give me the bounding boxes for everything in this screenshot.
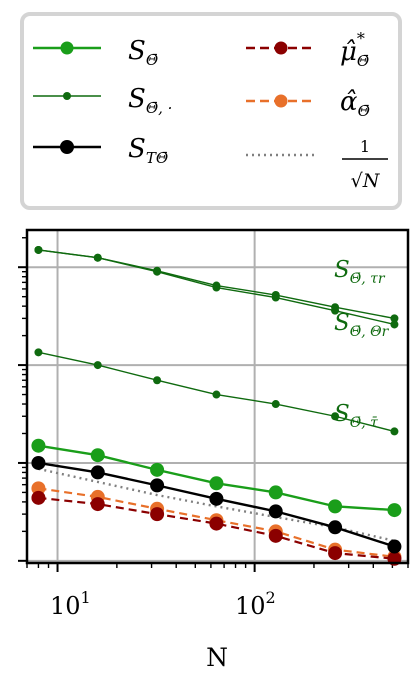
legend-label-base: S [128, 36, 146, 66]
data-point [31, 455, 46, 470]
legend-swatch-marker [63, 92, 71, 100]
data-point [150, 478, 165, 493]
data-point [153, 267, 162, 276]
legend-label-sup: * [357, 29, 365, 48]
annotation-sub: Θ̄, Θr [350, 324, 390, 340]
legend-swatch-marker [60, 140, 74, 154]
data-point [268, 504, 283, 519]
annotation-s-theta-tau-bar: SΘ̄, τ̄ [334, 401, 378, 431]
series-layer [31, 245, 402, 566]
data-point [34, 348, 43, 357]
data-point [328, 499, 343, 514]
data-point [328, 520, 343, 535]
plot-area: 101 102 N SΘ̄, τr SΘ̄, Θr SΘ̄, τ̄ [18, 228, 410, 672]
legend-label: SΘ̄, · [128, 84, 172, 117]
legend-entry-s-theta: SΘ̄ [33, 36, 158, 69]
data-point [31, 438, 46, 453]
legend-frac-num: 1 [360, 137, 370, 156]
annotation-base: S [334, 310, 350, 336]
x-tick-label-base: 10 [235, 592, 266, 620]
data-point [212, 283, 221, 292]
annotation-sub: Θ̄, τr [350, 271, 386, 287]
legend-label-base: S [128, 134, 146, 164]
annotation-base: S [334, 401, 350, 427]
grid [27, 230, 408, 563]
data-point [31, 490, 46, 505]
legend-label-sub: Θ̄ [146, 51, 158, 69]
legend-swatch-marker [274, 41, 288, 55]
legend-frame [20, 12, 402, 210]
data-point [150, 507, 165, 522]
data-point [90, 465, 105, 480]
annotation-base: S [334, 257, 350, 283]
annotation-s-theta-tau-r: SΘ̄, τr [334, 257, 386, 287]
svg-text:101: 101 [50, 588, 91, 620]
data-point [93, 253, 102, 262]
data-point [268, 528, 283, 543]
data-point [209, 516, 224, 531]
data-point [390, 427, 399, 436]
data-point [150, 462, 165, 477]
data-point [93, 361, 102, 370]
legend-label-sub: Θ̄ [358, 102, 370, 120]
data-point [209, 476, 224, 491]
legend-label-base: α̂ [340, 87, 358, 117]
data-point [328, 546, 343, 561]
legend-label-base: S [128, 84, 146, 114]
series-S-T-theta [31, 455, 402, 554]
data-point [34, 245, 43, 254]
legend-label: μ̂* Θ̄ [340, 29, 369, 70]
data-point [209, 491, 224, 506]
data-point [268, 485, 283, 500]
legend: SΘ̄ SΘ̄, · STΘ̄ μ̂* Θ̄ [20, 12, 402, 210]
data-point [331, 412, 340, 421]
legend-label-sub: TΘ̄ [146, 149, 168, 167]
legend-label-base: μ̂ [340, 37, 357, 67]
data-point [90, 448, 105, 463]
plot-frame [25, 228, 410, 565]
x-tick-label-10: 101 [50, 588, 91, 620]
x-tick-label-exp: 1 [81, 588, 91, 607]
data-point [390, 320, 399, 329]
series-line [38, 467, 395, 543]
x-tick-label-exp: 2 [266, 588, 276, 607]
svg-text:102: 102 [235, 588, 276, 620]
legend-label: SΘ̄ [128, 36, 158, 69]
data-point [212, 390, 221, 399]
annotation-s-theta-Theta-r: SΘ̄, Θr [334, 310, 390, 340]
legend-swatch-marker [60, 41, 74, 55]
legend-entry-s-t-theta: STΘ̄ [33, 134, 168, 167]
x-axis-label: N [206, 643, 228, 672]
legend-label: STΘ̄ [128, 134, 168, 167]
x-tick-label-base: 10 [50, 592, 81, 620]
series-S-theta-dot-Theta-r [34, 245, 399, 329]
data-point [331, 306, 340, 315]
legend-entry-ref: 1 √N [246, 137, 388, 192]
legend-label: α̂Θ̄ [340, 87, 370, 120]
data-point [387, 503, 402, 518]
series-S-theta [31, 438, 402, 518]
legend-entry-mu-hat-star: μ̂* Θ̄ [246, 29, 369, 70]
series-ref [38, 467, 395, 543]
data-point [271, 293, 280, 302]
legend-entry-alpha-hat: α̂Θ̄ [246, 87, 370, 120]
annotation-sub: Θ̄, τ̄ [350, 415, 378, 431]
legend-frac-den: √N [351, 170, 381, 192]
data-point [390, 314, 399, 323]
x-tick-label-100: 102 [235, 588, 276, 620]
legend-entry-s-theta-dot: SΘ̄, · [33, 84, 172, 117]
legend-label-sub: Θ̄ [357, 52, 369, 70]
data-point [271, 400, 280, 409]
legend-swatch-marker [274, 94, 288, 108]
data-point [387, 539, 402, 554]
data-point [90, 497, 105, 512]
series-S-theta-dot-tau [34, 348, 399, 436]
legend-label-sub: Θ̄, · [146, 99, 173, 117]
data-point [153, 376, 162, 385]
